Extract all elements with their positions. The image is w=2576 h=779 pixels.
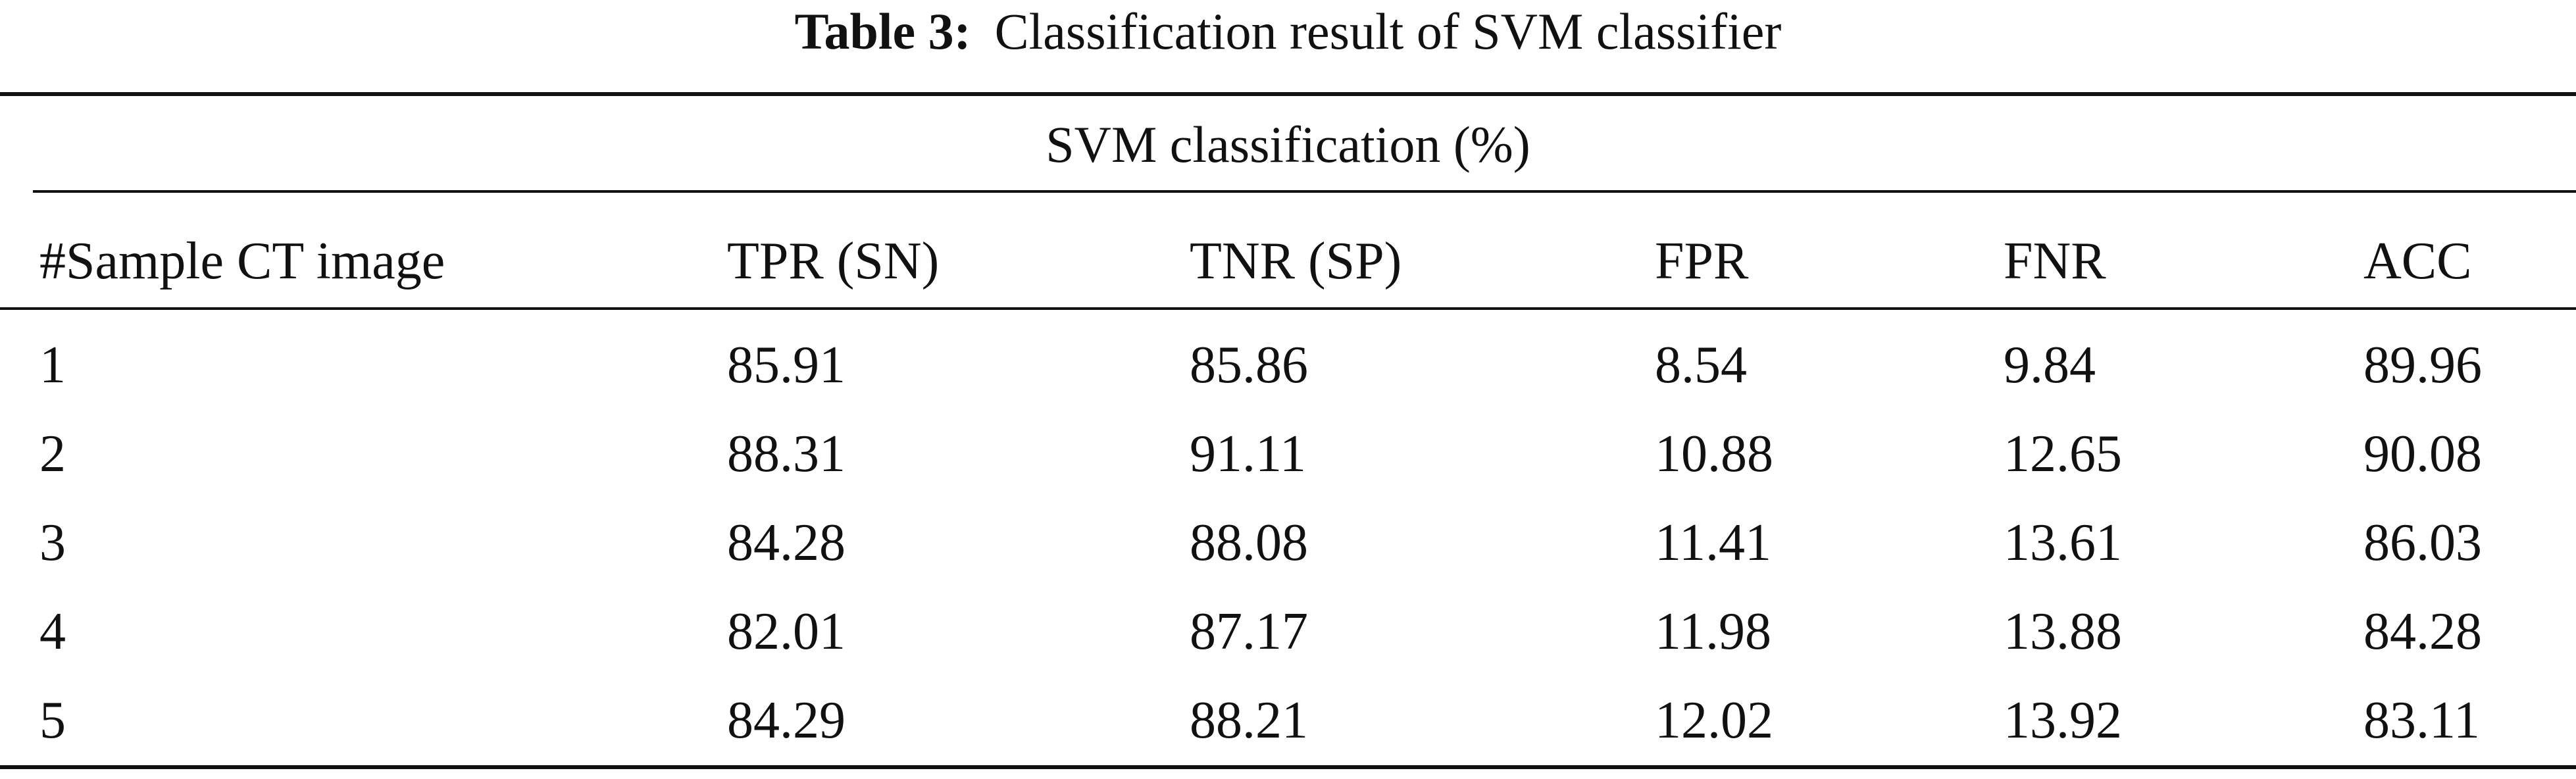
fnr-cell: 13.92 (2004, 691, 2122, 749)
acc-cell: 89.96 (2363, 336, 2482, 394)
tnr-cell: 85.86 (1190, 336, 1308, 394)
fpr-cell: 11.98 (1655, 603, 1772, 661)
fpr-cell: 11.41 (1655, 514, 1772, 572)
tnr-cell: 87.17 (1190, 603, 1308, 661)
acc-cell: 86.03 (2363, 514, 2482, 572)
column-group-rule (33, 190, 2576, 193)
column-header-sample: #Sample CT image (39, 232, 445, 290)
tnr-cell: 88.08 (1190, 514, 1308, 572)
tpr-cell: 82.01 (727, 603, 846, 661)
table-top-rule (0, 92, 2576, 96)
column-header-tnr: TNR (SP) (1190, 232, 1402, 290)
tpr-cell: 85.91 (727, 336, 846, 394)
tnr-cell: 91.11 (1190, 425, 1307, 483)
table-row: 4 82.01 87.17 11.98 13.88 84.28 (0, 589, 2576, 674)
table-caption: Table 3: Classification result of SVM cla… (0, 0, 2576, 63)
table-row: 5 84.29 88.21 12.02 13.92 83.11 (0, 678, 2576, 763)
sample-cell: 5 (39, 691, 66, 749)
table-bottom-rule (0, 765, 2576, 769)
column-header-fnr: FNR (2004, 232, 2106, 290)
sample-cell: 3 (39, 514, 66, 572)
column-header-tpr: TPR (SN) (727, 232, 940, 290)
table-row: 2 88.31 91.11 10.88 12.65 90.08 (0, 411, 2576, 497)
tpr-cell: 84.28 (727, 514, 846, 572)
fpr-cell: 8.54 (1655, 336, 1747, 394)
sample-cell: 1 (39, 336, 66, 394)
acc-cell: 84.28 (2363, 603, 2482, 661)
table-header-rule (0, 307, 2576, 310)
tnr-cell: 88.21 (1190, 691, 1308, 749)
table-header-row: #Sample CT image TPR (SN) TNR (SP) FPR F… (0, 218, 2576, 304)
fpr-cell: 10.88 (1655, 425, 1773, 483)
table-row: 3 84.28 88.08 11.41 13.61 86.03 (0, 500, 2576, 586)
fnr-cell: 12.65 (2004, 425, 2122, 483)
table-caption-text: Classification result of SVM classifier (994, 3, 1782, 60)
acc-cell: 90.08 (2363, 425, 2482, 483)
column-header-acc: ACC (2363, 232, 2472, 290)
column-header-fpr: FPR (1655, 232, 1749, 290)
fnr-cell: 13.88 (2004, 603, 2122, 661)
tpr-cell: 84.29 (727, 691, 846, 749)
fnr-cell: 9.84 (2004, 336, 2096, 394)
acc-cell: 83.11 (2363, 691, 2481, 749)
table-caption-label: Table 3: (794, 3, 971, 60)
fnr-cell: 13.61 (2004, 514, 2122, 572)
column-group-header: SVM classification (%) (1046, 116, 1530, 173)
sample-cell: 4 (39, 603, 66, 661)
fpr-cell: 12.02 (1655, 691, 1773, 749)
sample-cell: 2 (39, 425, 66, 483)
tpr-cell: 88.31 (727, 425, 846, 483)
table-row: 1 85.91 85.86 8.54 9.84 89.96 (0, 322, 2576, 408)
